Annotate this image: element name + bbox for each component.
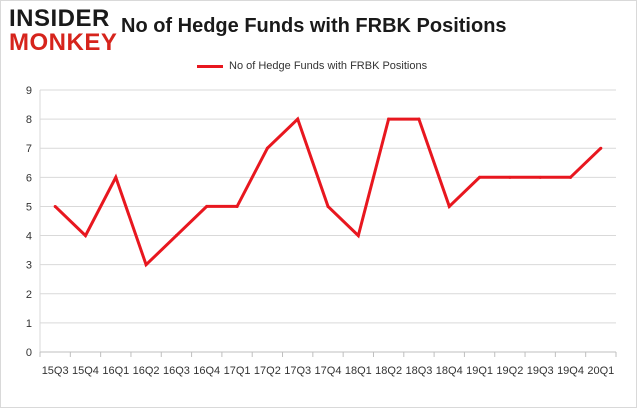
x-tick-label: 16Q3 — [163, 365, 190, 377]
y-tick-label: 1 — [26, 318, 32, 330]
x-tick-label: 16Q2 — [133, 365, 160, 377]
chart-legend: No of Hedge Funds with FRBK Positions — [197, 58, 427, 74]
y-tick-label: 4 — [26, 231, 32, 243]
y-tick-label: 9 — [26, 85, 32, 97]
x-tick-label: 19Q3 — [527, 365, 554, 377]
data-point — [478, 175, 482, 179]
data-point — [144, 263, 148, 267]
chart-title: No of Hedge Funds with FRBK Positions — [121, 15, 507, 37]
insider-monkey-logo: INSIDER MONKEY — [9, 5, 118, 56]
data-point — [296, 117, 300, 121]
x-tick-label: 18Q4 — [436, 365, 463, 377]
data-point — [53, 204, 57, 208]
x-tick-label: 16Q1 — [102, 365, 129, 377]
x-tick-label: 16Q4 — [193, 365, 220, 377]
data-point — [447, 204, 451, 208]
x-tick-label: 17Q4 — [315, 365, 342, 377]
x-tick-label: 18Q1 — [345, 365, 372, 377]
data-point — [356, 234, 360, 238]
data-point — [599, 146, 603, 150]
data-point — [235, 204, 239, 208]
y-tick-label: 6 — [26, 172, 32, 184]
data-point — [387, 117, 391, 121]
y-tick-label: 2 — [26, 289, 32, 301]
legend-label: No of Hedge Funds with FRBK Positions — [229, 60, 428, 72]
x-tick-label: 17Q3 — [284, 365, 311, 377]
legend-swatch — [197, 64, 223, 68]
x-tick-label: 17Q1 — [224, 365, 251, 377]
y-tick-label: 5 — [26, 201, 32, 213]
data-point — [205, 204, 209, 208]
x-tick-label: 18Q3 — [405, 365, 432, 377]
x-tick-label: 15Q3 — [42, 365, 69, 377]
data-point — [83, 234, 87, 238]
y-tick-label: 8 — [26, 114, 32, 126]
logo-text-monkey: MONKEY — [9, 29, 118, 56]
x-tick-label: 19Q4 — [557, 365, 584, 377]
logo-text-insider: INSIDER — [9, 5, 110, 32]
x-tick-label: 20Q1 — [587, 365, 614, 377]
data-point — [326, 204, 330, 208]
x-tick-label: 15Q4 — [72, 365, 99, 377]
y-tick-label: 3 — [26, 260, 32, 272]
data-point — [265, 146, 269, 150]
x-tick-label: 19Q2 — [496, 365, 523, 377]
data-point — [569, 175, 573, 179]
data-point — [508, 175, 512, 179]
x-tick-label: 18Q2 — [375, 365, 402, 377]
x-tick-label: 19Q1 — [466, 365, 493, 377]
y-tick-label: 0 — [26, 347, 32, 359]
data-point — [417, 117, 421, 121]
data-point — [538, 175, 542, 179]
data-point — [174, 234, 178, 238]
data-point — [114, 175, 118, 179]
series-line — [54, 116, 602, 268]
y-tick-label: 7 — [26, 143, 32, 155]
x-tick-label: 17Q2 — [254, 365, 281, 377]
